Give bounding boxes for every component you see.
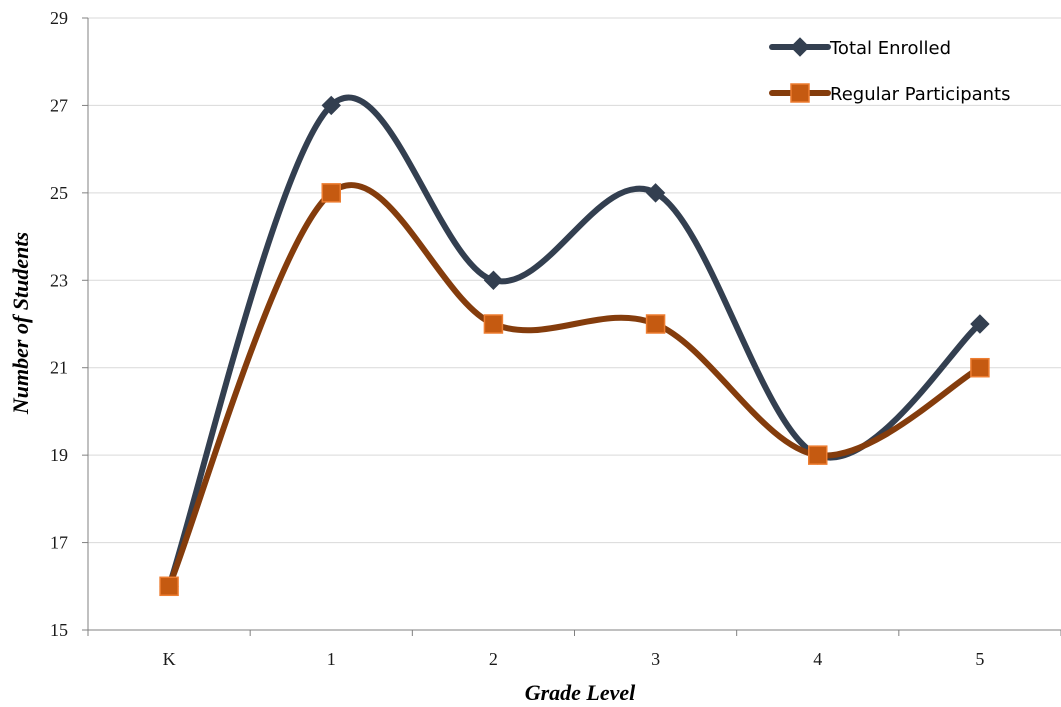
x-tick-label: 5	[975, 649, 984, 669]
square-marker	[970, 357, 990, 378]
legend-label: Regular Participants	[830, 84, 1011, 105]
diamond-marker	[790, 37, 810, 57]
y-tick-label: 27	[50, 95, 68, 115]
square-marker	[159, 576, 179, 597]
series-line-regular-participants	[166, 182, 983, 590]
diamond-marker	[483, 270, 504, 290]
square-marker	[645, 314, 666, 334]
y-tick-label: 21	[50, 358, 68, 378]
x-tick-label: 2	[489, 649, 498, 669]
legend: Total Enrolled Regular Participants	[769, 37, 1011, 105]
square-marker	[808, 445, 828, 465]
x-tick-label: K	[163, 649, 176, 669]
diamond-marker	[321, 95, 341, 116]
x-tick-label: 4	[813, 649, 822, 669]
series-lines	[166, 94, 983, 590]
y-axis-title: Number of Students	[8, 232, 33, 415]
series-line-total-enrolled	[166, 94, 983, 590]
x-axis-title: Grade Level	[525, 680, 636, 705]
square-marker	[790, 83, 810, 103]
legend-label: Total Enrolled	[829, 38, 951, 59]
square-marker	[321, 183, 341, 203]
diamond-marker	[645, 183, 666, 203]
y-tick-label: 15	[50, 620, 68, 640]
square-marker	[483, 314, 504, 334]
x-tick-label: 1	[327, 649, 336, 669]
diamond-marker	[970, 314, 990, 334]
series-markers	[159, 95, 990, 597]
y-tick-label: 19	[50, 445, 68, 465]
y-tick-label: 25	[50, 183, 68, 203]
x-tick-label: 3	[651, 649, 660, 669]
y-tick-label: 17	[50, 533, 68, 553]
y-tick-label: 29	[50, 8, 68, 28]
gridlines	[88, 17, 1061, 544]
y-tick-label: 23	[50, 270, 68, 290]
